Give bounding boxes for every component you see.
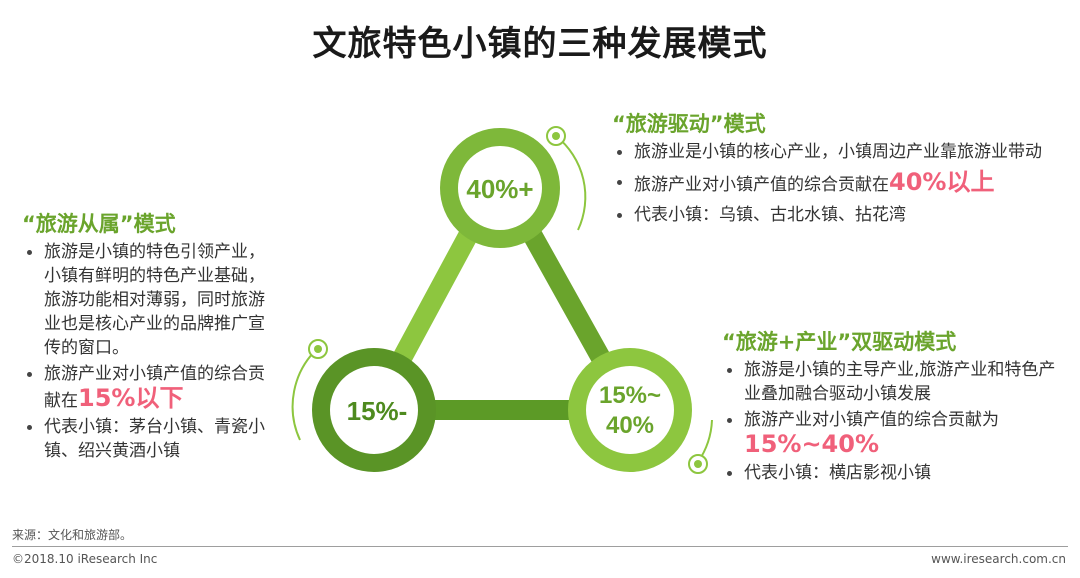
node-top-label: 40%+ xyxy=(466,174,533,204)
website-url: www.iresearch.com.cn xyxy=(931,552,1066,566)
node-right: 15%~ 40% xyxy=(568,348,692,472)
mode-left-bullets: 旅游是小镇的特色引领产业，小镇有鲜明的特色产业基础，旅游功能相对薄弱，同时旅游业… xyxy=(22,240,278,463)
mode-left-bullet-1: 旅游是小镇的特色引领产业，小镇有鲜明的特色产业基础，旅游功能相对薄弱，同时旅游业… xyxy=(22,240,278,360)
node-left-label: 15%- xyxy=(347,396,408,426)
mode-left-bullet-2: 旅游产业对小镇产值的综合贡献在15%以下 xyxy=(22,362,278,413)
source-note: 来源：文化和旅游部。 xyxy=(12,528,133,542)
mode-tourism-driven: “旅游驱动”模式 旅游业是小镇的核心产业，小镇周边产业靠旅游业带动 旅游产业对小… xyxy=(612,112,1062,233)
mode-top-bullet-2: 旅游产业对小镇产值的综合贡献在40%以上 xyxy=(612,170,1062,197)
mode-left-title: “旅游从属”模式 xyxy=(22,212,176,236)
mode-dual-driven: “旅游+产业”双驱动模式 旅游是小镇的主导产业,旅游产业和特色产业叠加融合驱动小… xyxy=(722,330,1072,487)
mode-tourism-subordinate: “旅游从属”模式 旅游是小镇的特色引领产业，小镇有鲜明的特色产业基础，旅游功能相… xyxy=(22,212,278,465)
mode-left-bullet-3: 代表小镇：茅台小镇、青瓷小镇、绍兴黄酒小镇 xyxy=(22,415,278,463)
mode-top-bullet-3: 代表小镇：乌镇、古北水镇、拈花湾 xyxy=(612,203,1062,227)
footer-divider xyxy=(12,546,1068,547)
mode-right-bullet-1: 旅游是小镇的主导产业,旅游产业和特色产业叠加融合驱动小镇发展 xyxy=(722,358,1072,406)
mode-left-bullet-2-text: 旅游产业对小镇产值的综合贡献在 xyxy=(44,364,265,411)
mode-right-title: “旅游+产业”双驱动模式 xyxy=(722,330,957,354)
dot-right xyxy=(688,454,708,474)
node-right-label-2: 40% xyxy=(606,412,654,439)
mode-top-highlight: 40%以上 xyxy=(889,168,995,196)
dot-top xyxy=(546,126,566,146)
mode-right-bullet-2-text: 旅游产业对小镇产值的综合贡献为 xyxy=(744,410,999,430)
arc-top xyxy=(555,135,587,231)
mode-right-highlight: 15%~40% xyxy=(744,430,879,458)
mode-top-bullet-2-text: 旅游产业对小镇产值的综合贡献在 xyxy=(634,175,889,195)
page-title: 文旅特色小镇的三种发展模式 xyxy=(312,24,768,64)
node-right-label-1: 15%~ xyxy=(599,382,661,409)
mode-right-bullet-2: 旅游产业对小镇产值的综合贡献为 15%~40% xyxy=(722,408,1072,459)
mode-top-title: “旅游驱动”模式 xyxy=(612,112,766,136)
mode-left-highlight: 15%以下 xyxy=(78,384,184,412)
mode-top-bullet-1: 旅游业是小镇的核心产业，小镇周边产业靠旅游业带动 xyxy=(612,140,1062,164)
arc-left xyxy=(291,347,319,441)
node-top: 40%+ xyxy=(440,128,560,248)
mode-right-bullets: 旅游是小镇的主导产业,旅游产业和特色产业叠加融合驱动小镇发展 旅游产业对小镇产值… xyxy=(722,358,1072,485)
mode-top-bullets: 旅游业是小镇的核心产业，小镇周边产业靠旅游业带动 旅游产业对小镇产值的综合贡献在… xyxy=(612,140,1062,227)
copyright: ©2018.10 iResearch Inc xyxy=(12,552,158,566)
dot-left xyxy=(308,339,328,359)
mode-right-bullet-3: 代表小镇：横店影视小镇 xyxy=(722,461,1072,485)
node-left: 15%- xyxy=(312,348,436,472)
